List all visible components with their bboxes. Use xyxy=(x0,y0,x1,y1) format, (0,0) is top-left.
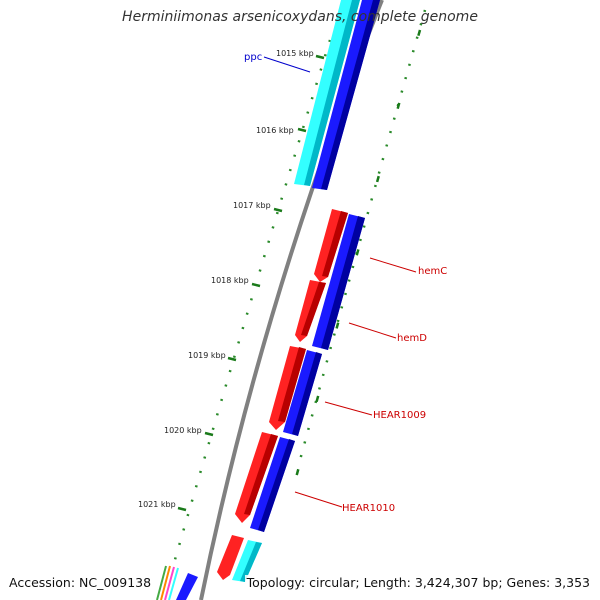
gene-bottom-reverse[interactable] xyxy=(176,573,198,600)
tick-mark-1019 xyxy=(227,356,237,362)
tick-mark-1015 xyxy=(315,54,325,60)
gene-ppc-reverse[interactable] xyxy=(312,0,380,190)
gene-label-ppc: ppc xyxy=(244,52,262,63)
gene-HEAR1009-forward[interactable] xyxy=(269,346,306,430)
tick-mark-1018 xyxy=(251,282,261,288)
gene-HEAR1010-reverse[interactable] xyxy=(250,437,295,532)
hemD-label-line xyxy=(348,322,397,339)
tick-label-1017: 1017 kbp xyxy=(233,201,271,210)
gene-hemD-forward[interactable] xyxy=(295,280,326,342)
gene-small-forward[interactable] xyxy=(217,535,244,580)
tick-label-1016: 1016 kbp xyxy=(256,126,294,135)
tick-label-1019: 1019 kbp xyxy=(188,351,226,360)
tick-label-1018: 1018 kbp xyxy=(211,276,249,285)
HEAR1009-label-line xyxy=(324,401,373,416)
topology-summary: Topology: circular; Length: 3,424,307 bp… xyxy=(244,575,592,590)
gene-bottom-cluster xyxy=(156,565,179,600)
HEAR1010-label-line xyxy=(294,491,343,508)
inner-scale-ring xyxy=(170,39,332,571)
tick-label-1015: 1015 kbp xyxy=(276,49,314,58)
gene-label-HEAR1009: HEAR1009 xyxy=(373,410,426,421)
genome-title: Herminiimonas arsenicoxydans, complete g… xyxy=(122,9,478,25)
gene-hemC-forward[interactable] xyxy=(314,209,348,282)
gene-ppc-forward[interactable] xyxy=(294,0,360,186)
tick-mark-1016 xyxy=(297,127,307,133)
gene-small-rna[interactable] xyxy=(232,540,262,582)
gene-label-HEAR1010: HEAR1010 xyxy=(342,503,395,514)
tick-label-1020: 1020 kbp xyxy=(164,426,202,435)
accession-label: Accession: NC_009138 xyxy=(7,575,154,590)
hemC-label-line xyxy=(369,257,417,273)
gene-HEAR1010-forward[interactable] xyxy=(235,432,278,523)
gene-HEAR1009-reverse[interactable] xyxy=(283,350,322,436)
tick-mark-1020 xyxy=(204,431,214,437)
outer-scale-ring xyxy=(298,9,427,461)
ppc-label-line xyxy=(263,56,311,73)
tick-label-1021: 1021 kbp xyxy=(138,500,176,509)
gene-label-hemC: hemC xyxy=(418,266,447,277)
gene-reverse-block-1[interactable] xyxy=(312,214,365,350)
tick-mark-1021 xyxy=(177,506,187,512)
gene-label-hemD: hemD xyxy=(397,333,427,344)
outer-scale-ring-minor xyxy=(288,29,422,501)
tick-mark-1017 xyxy=(273,207,283,213)
